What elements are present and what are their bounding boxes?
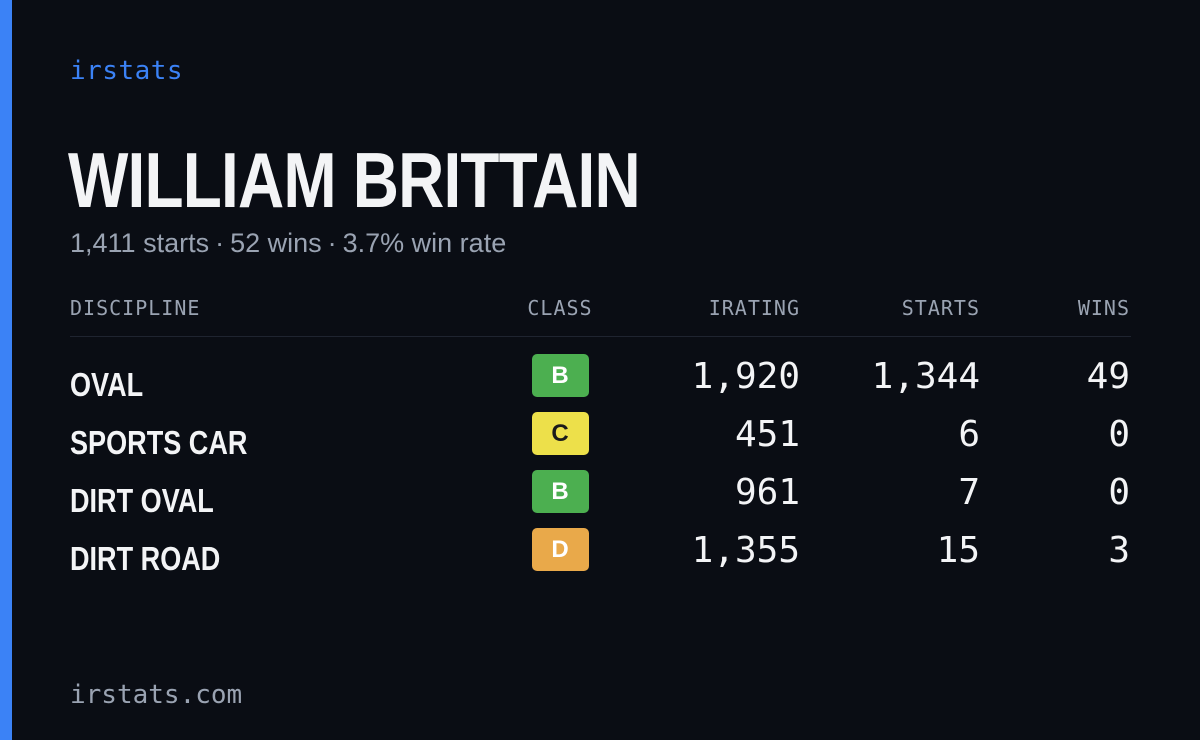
starts-value: 1,344 xyxy=(871,356,980,397)
table-row: SPORTS CAR C 451 6 0 xyxy=(70,412,1131,470)
footer-url[interactable]: irstats.com xyxy=(70,680,243,710)
irating-value: 961 xyxy=(734,472,800,513)
summary-winrate: 3.7% win rate xyxy=(342,228,507,258)
driver-name: WILLIAM BRITTAIN xyxy=(68,136,641,224)
wins-value: 0 xyxy=(1108,414,1130,455)
class-cell: B xyxy=(500,470,620,528)
table-header: DISCIPLINE CLASS IRATING STARTS WINS xyxy=(70,296,1131,337)
irating-value: 451 xyxy=(734,414,800,455)
summary-wins: 52 wins xyxy=(230,228,322,258)
class-cell: B xyxy=(500,354,620,412)
irating-value: 1,920 xyxy=(691,356,800,397)
brand-logo-text[interactable]: irstats xyxy=(70,56,184,86)
discipline-name: OVAL xyxy=(70,366,144,403)
header-discipline: DISCIPLINE xyxy=(70,296,201,320)
class-cell: C xyxy=(500,412,620,470)
irating-value: 1,355 xyxy=(691,530,800,571)
class-badge: B xyxy=(531,354,589,397)
wins-value: 0 xyxy=(1108,472,1130,513)
accent-bar xyxy=(0,0,12,740)
table-row: DIRT ROAD D 1,355 15 3 xyxy=(70,528,1131,586)
driver-summary: 1,411 starts · 52 wins · 3.7% win rate xyxy=(70,228,506,259)
wins-value: 3 xyxy=(1108,530,1130,571)
discipline-name: DIRT OVAL xyxy=(70,482,214,519)
table-row: OVAL B 1,920 1,344 49 xyxy=(70,354,1131,412)
wins-value: 49 xyxy=(1086,356,1130,397)
starts-value: 7 xyxy=(958,472,980,513)
class-badge: C xyxy=(531,412,589,455)
discipline-table: DISCIPLINE CLASS IRATING STARTS WINS OVA… xyxy=(70,296,1131,586)
class-cell: D xyxy=(500,528,620,586)
header-wins: WINS xyxy=(1077,296,1130,320)
discipline-name: DIRT ROAD xyxy=(70,540,221,577)
discipline-name: SPORTS CAR xyxy=(70,424,248,461)
summary-separator: · xyxy=(327,228,337,258)
class-badge: B xyxy=(531,470,589,513)
starts-value: 15 xyxy=(936,530,980,571)
summary-starts: 1,411 starts xyxy=(70,228,210,258)
table-row: DIRT OVAL B 961 7 0 xyxy=(70,470,1131,528)
table-body: OVAL B 1,920 1,344 49 SPORTS CAR C 451 6… xyxy=(70,337,1131,586)
starts-value: 6 xyxy=(958,414,980,455)
header-starts: STARTS xyxy=(901,296,980,320)
summary-separator: · xyxy=(215,228,225,258)
class-badge: D xyxy=(531,528,589,571)
header-class: CLASS xyxy=(527,296,593,320)
header-irating: IRATING xyxy=(708,296,800,320)
